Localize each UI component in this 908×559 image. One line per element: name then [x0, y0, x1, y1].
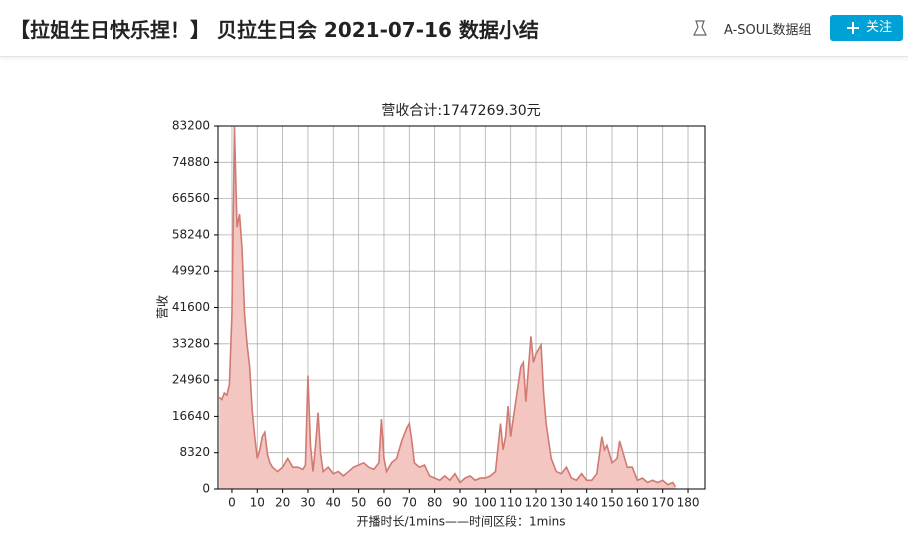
plot-frame — [217, 125, 706, 490]
y-tick-label: 33280 — [172, 336, 210, 350]
chart: 营收合计:1747269.30元 开播时长/1mins——时间区段：1mins … — [156, 103, 706, 529]
article-title: 【拉姐生日快乐捏！】 贝拉生日会 2021-07-16 数据小结 — [10, 18, 539, 42]
x-tick-label: 110 — [499, 496, 522, 510]
x-tick-label: 150 — [601, 496, 624, 510]
x-tick-label: 180 — [677, 496, 700, 510]
y-tick-label: 0 — [202, 482, 210, 496]
y-tick-label: 16640 — [172, 409, 210, 423]
y-tick-label: 8320 — [179, 445, 210, 459]
follow-button[interactable]: 关注 — [830, 15, 903, 41]
x-tick-label: 140 — [575, 496, 598, 510]
x-tick-label: 40 — [326, 496, 341, 510]
line — [218, 126, 677, 488]
y-tick-label: 24960 — [172, 373, 210, 387]
y-tick-label: 83200 — [172, 119, 210, 133]
x-tick-label: 60 — [376, 496, 391, 510]
author-icon — [693, 20, 707, 36]
x-tick-label: 80 — [427, 496, 442, 510]
author-name[interactable]: A-SOUL数据组 — [724, 23, 812, 38]
x-tick-label: 10 — [250, 496, 265, 510]
header: 【拉姐生日快乐捏！】 贝拉生日会 2021-07-16 数据小结 A-SOUL数… — [0, 0, 908, 57]
x-tick-label: 50 — [351, 496, 366, 510]
x-tick-label: 130 — [550, 496, 573, 510]
follow-label: 关注 — [866, 20, 893, 35]
x-tick-label: 0 — [228, 496, 236, 510]
x-tick-label: 20 — [275, 496, 290, 510]
y-tick-label: 41600 — [172, 300, 210, 314]
chart-title: 营收合计:1747269.30元 — [381, 103, 540, 119]
x-tick-label: 90 — [452, 496, 467, 510]
x-axis-label: 开播时长/1mins——时间区段：1mins — [356, 514, 565, 529]
x-tick-label: 100 — [474, 496, 497, 510]
y-tick-label: 74880 — [172, 155, 210, 169]
x-tick-label: 120 — [525, 496, 548, 510]
y-axis-label: 营收 — [156, 295, 170, 319]
y-tick-label: 58240 — [172, 227, 210, 241]
area-fill — [219, 126, 676, 490]
x-tick-label: 70 — [402, 496, 417, 510]
plus-icon — [847, 22, 859, 34]
x-tick-label: 170 — [651, 496, 674, 510]
x-tick-label: 30 — [300, 496, 315, 510]
x-tick-label: 160 — [626, 496, 649, 510]
y-tick-label: 66560 — [172, 191, 210, 205]
y-tick-label: 49920 — [172, 264, 210, 278]
